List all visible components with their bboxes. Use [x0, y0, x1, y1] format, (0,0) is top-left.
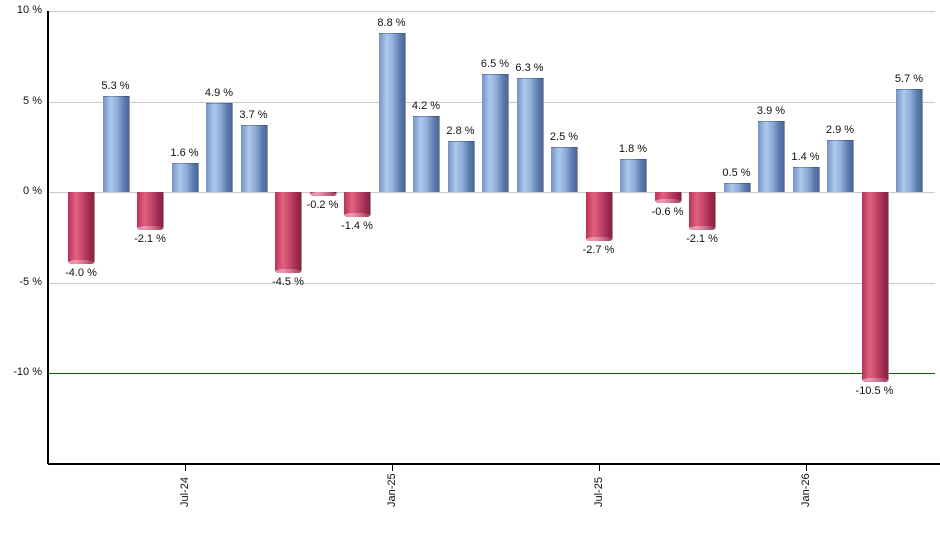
bar-value-label: 6.5 %: [480, 58, 510, 71]
x-axis-tick-label: Jul-25: [592, 477, 605, 507]
x-axis-tick: [184, 464, 186, 471]
benchmark-line: [48, 373, 935, 374]
x-axis-tick-label: Jan-26: [799, 473, 812, 507]
bar-value-label: 2.9 %: [825, 123, 855, 136]
bar-7: [309, 191, 336, 197]
bar-3: [171, 163, 198, 192]
y-axis-tick-label: 5 %: [23, 94, 42, 107]
y-axis-tick-label: -10 %: [13, 366, 42, 378]
bar-18: [689, 192, 715, 231]
bar-value-label: -10.5 %: [855, 385, 894, 398]
y-axis-tick-label: 10 %: [16, 4, 42, 16]
x-axis-tick-label: Jan-25: [385, 473, 398, 507]
gridline: [48, 11, 935, 12]
y-axis-tick-label: 0 %: [23, 185, 42, 197]
bar-value-label: 2.8 %: [446, 125, 475, 138]
bar-19: [723, 182, 750, 192]
bar-value-label: 0.5 %: [722, 166, 751, 179]
bar-17: [654, 192, 681, 204]
bar-12: [482, 74, 508, 192]
bar-value-label: 3.7 %: [239, 109, 268, 122]
bar-value-label: -2.1 %: [134, 233, 166, 245]
bar-value-label: 2.5 %: [549, 130, 579, 143]
bar-value-label: 1.4 %: [791, 150, 820, 163]
bar-value-label: -2.7 %: [582, 243, 615, 256]
bar-24: [896, 88, 922, 192]
bar-20: [758, 121, 784, 192]
bar-value-label: 6.3 %: [515, 61, 544, 74]
bar-9: [378, 32, 405, 192]
bar-2: [137, 192, 163, 231]
bar-4: [206, 103, 232, 192]
bar-6: [275, 192, 301, 275]
bar-5: [240, 125, 267, 192]
bar-value-label: -2.1 %: [686, 233, 718, 245]
bar-value-label: 5.3 %: [101, 80, 130, 93]
x-axis-tick: [805, 464, 807, 471]
bar-13: [516, 77, 543, 192]
bar-16: [620, 159, 646, 192]
gridline: [48, 192, 935, 193]
x-axis-line: [48, 463, 940, 465]
bar-value-label: -0.2 %: [306, 198, 339, 211]
bar-21: [792, 166, 819, 192]
bar-value-label: -0.6 %: [651, 205, 684, 218]
bar-value-label: 8.8 %: [377, 16, 406, 29]
bar-22: [827, 139, 853, 192]
bar-value-label: -4.5 %: [272, 276, 304, 289]
x-axis-tick: [391, 464, 393, 471]
y-axis-tick-label: -5 %: [19, 275, 42, 288]
bar-value-label: -4.0 %: [65, 267, 97, 280]
x-axis-tick-label: Jul-24: [178, 477, 191, 507]
bar-11: [447, 141, 474, 192]
gridline: [48, 282, 935, 284]
bar-value-label: 1.8 %: [618, 143, 648, 156]
bar-1: [102, 96, 129, 192]
bar-value-label: 1.6 %: [170, 147, 199, 160]
bar-value-label: -1.4 %: [341, 220, 373, 233]
bar-value-label: 3.9 %: [756, 105, 786, 118]
x-axis-tick: [598, 464, 600, 471]
bar-23: [861, 192, 888, 384]
bar-value-label: 5.7 %: [894, 72, 924, 85]
bar-value-label: 4.2 %: [411, 99, 441, 112]
bar-10: [413, 115, 439, 192]
bar-0: [68, 192, 94, 266]
bar-8: [344, 192, 370, 219]
bar-15: [585, 192, 612, 242]
bar-value-label: 4.9 %: [204, 87, 234, 100]
bar-14: [551, 146, 577, 192]
y-axis-line: [47, 11, 49, 464]
